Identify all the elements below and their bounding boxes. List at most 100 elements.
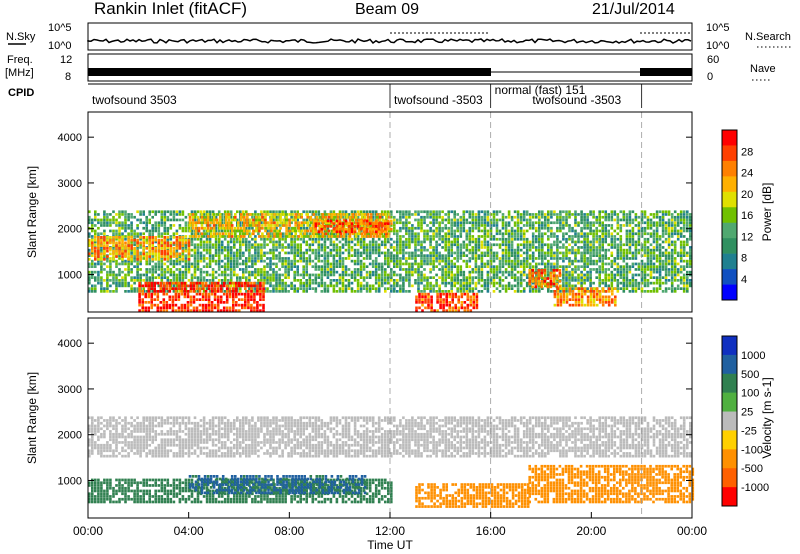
data-cell — [562, 221, 565, 225]
data-cell — [507, 265, 511, 268]
data-cell — [664, 287, 668, 290]
data-cell — [541, 221, 544, 225]
data-cell — [154, 213, 157, 216]
data-cell — [577, 251, 580, 255]
data-cell — [610, 262, 614, 266]
data-cell — [643, 248, 647, 252]
data-cell — [177, 281, 181, 285]
nsearch-tick-top: 10^5 — [706, 22, 730, 34]
data-cell — [384, 240, 387, 244]
data-cell — [323, 281, 327, 285]
data-cell — [154, 240, 157, 244]
data-cell — [486, 254, 490, 257]
data-cell — [414, 279, 417, 282]
data-cell — [516, 290, 520, 293]
data-cell — [586, 237, 589, 241]
data-cell — [326, 259, 330, 263]
data-cell — [682, 279, 686, 282]
data-cell — [257, 248, 260, 252]
data-cell — [411, 254, 414, 257]
data-cell — [447, 262, 450, 266]
data-cell — [616, 257, 620, 260]
data-cell — [207, 292, 211, 296]
data-cell — [619, 237, 623, 241]
data-cell — [275, 215, 278, 219]
data-cell — [414, 210, 417, 214]
data-cell — [257, 243, 260, 247]
data-cell — [175, 252, 179, 256]
data-cell — [242, 240, 245, 244]
data-cell — [205, 262, 209, 266]
data-cell — [103, 221, 106, 225]
data-cell — [151, 276, 154, 279]
data-cell — [489, 268, 493, 271]
data-cell — [577, 259, 580, 263]
data-cell — [130, 248, 133, 252]
data-cell — [402, 276, 405, 279]
data-cell — [411, 273, 414, 277]
data-cell — [160, 255, 164, 258]
data-cell — [160, 257, 164, 260]
data-cell — [205, 270, 209, 274]
data-cell — [145, 226, 148, 230]
data-cell — [141, 292, 144, 296]
data-cell — [317, 281, 321, 285]
data-cell — [157, 255, 161, 258]
data-cell — [208, 248, 212, 252]
data-cell — [598, 259, 601, 263]
data-cell — [160, 249, 164, 253]
data-cell — [441, 218, 444, 222]
cpid-entry: twofsound -3503 — [532, 93, 621, 107]
data-cell — [441, 210, 444, 214]
data-cell — [607, 279, 610, 282]
data-cell — [429, 237, 432, 241]
data-cell — [580, 229, 583, 233]
data-cell — [145, 215, 148, 219]
data-cell — [598, 281, 601, 285]
data-cell — [100, 270, 103, 274]
data-cell — [468, 284, 472, 288]
data-cell — [222, 284, 226, 288]
data-cell — [625, 270, 629, 274]
data-cell — [420, 270, 423, 274]
data-cell — [199, 276, 203, 279]
data-cell — [414, 240, 417, 244]
data-cell — [689, 262, 692, 266]
data-cell — [284, 290, 287, 293]
data-cell — [229, 254, 233, 257]
data-cell — [290, 287, 293, 290]
data-cell — [616, 251, 620, 255]
data-cell — [417, 218, 420, 222]
data-cell — [103, 241, 106, 245]
data-cell — [528, 218, 532, 222]
data-cell — [673, 259, 677, 263]
data-cell — [396, 251, 399, 255]
data-cell — [94, 232, 97, 236]
data-cell — [317, 284, 321, 288]
data-cell — [501, 265, 505, 268]
data-cell — [223, 246, 227, 249]
data-cell — [489, 226, 493, 230]
data-cell — [174, 290, 178, 293]
data-cell — [380, 276, 384, 279]
data-cell — [232, 309, 235, 312]
data-cell — [302, 218, 305, 222]
data-cell — [489, 248, 493, 252]
data-cell — [245, 246, 248, 249]
data-cell — [332, 268, 336, 271]
data-cell — [338, 262, 342, 266]
data-cell — [631, 262, 635, 266]
data-cell — [263, 270, 266, 274]
data-cell — [184, 270, 188, 274]
data-cell — [634, 254, 638, 257]
data-cell — [166, 215, 170, 219]
data-cell — [166, 276, 170, 279]
data-cell — [405, 268, 408, 271]
data-cell — [649, 218, 653, 222]
data-cell — [667, 270, 671, 274]
data-cell — [311, 248, 315, 252]
data-cell — [115, 237, 118, 241]
data-cell — [317, 265, 321, 268]
data-cell — [228, 306, 232, 310]
